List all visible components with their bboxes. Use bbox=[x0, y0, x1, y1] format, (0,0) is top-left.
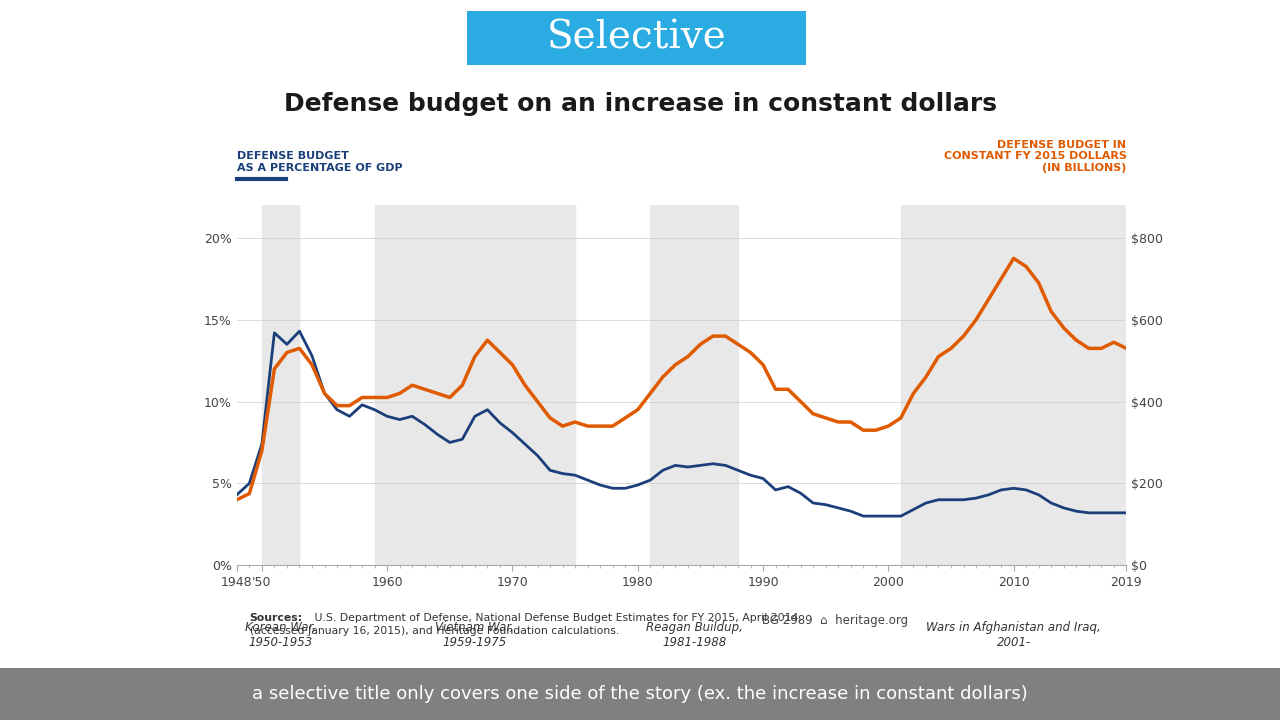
Text: Sources:: Sources: bbox=[250, 613, 303, 624]
Text: a selective title only covers one side of the story (ex. the increase in constan: a selective title only covers one side o… bbox=[252, 685, 1028, 703]
Text: DEFENSE BUDGET
AS A PERCENTAGE OF GDP: DEFENSE BUDGET AS A PERCENTAGE OF GDP bbox=[237, 151, 402, 173]
Text: Vietnam War,
1959-1975: Vietnam War, 1959-1975 bbox=[435, 621, 515, 649]
Text: (accessed January 16, 2015), and Heritage Foundation calculations.: (accessed January 16, 2015), and Heritag… bbox=[250, 626, 618, 636]
Text: Korean War,
1950-1953: Korean War, 1950-1953 bbox=[246, 621, 316, 649]
Text: DEFENSE BUDGET IN
CONSTANT FY 2015 DOLLARS
(IN BILLIONS): DEFENSE BUDGET IN CONSTANT FY 2015 DOLLA… bbox=[943, 140, 1126, 173]
Bar bbox=[262, 205, 300, 565]
Text: Selective: Selective bbox=[547, 19, 727, 56]
Text: Wars in Afghanistan and Iraq,
2001-: Wars in Afghanistan and Iraq, 2001- bbox=[927, 621, 1101, 649]
Bar bbox=[650, 205, 739, 565]
Bar bbox=[901, 205, 1126, 565]
Text: BG 2989  ⌂  heritage.org: BG 2989 ⌂ heritage.org bbox=[762, 614, 908, 627]
Text: U.S. Department of Defense, National Defense Budget Estimates for FY 2015, April: U.S. Department of Defense, National Def… bbox=[311, 613, 801, 624]
Text: Reagan Buildup,
1981-1988: Reagan Buildup, 1981-1988 bbox=[645, 621, 742, 649]
Bar bbox=[375, 205, 575, 565]
Text: Defense budget on an increase in constant dollars: Defense budget on an increase in constan… bbox=[283, 92, 997, 117]
